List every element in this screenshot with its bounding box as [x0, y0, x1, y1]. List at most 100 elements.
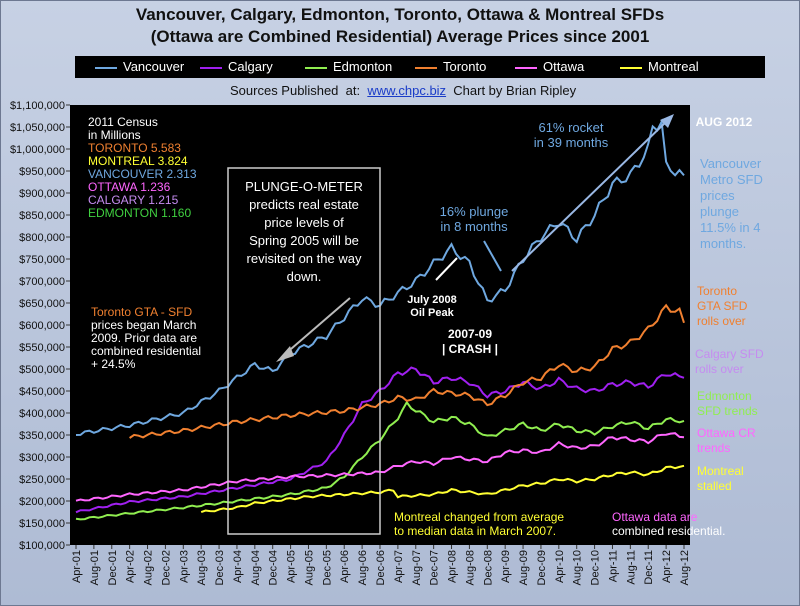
x-tick-label: Aug-11	[625, 550, 637, 585]
legend-swatch	[95, 66, 117, 69]
montreal-note: Montreal changed from average to median d…	[394, 510, 564, 538]
series-line-montreal	[200, 464, 685, 514]
legend-item-ottawa: Ottawa	[515, 56, 584, 78]
legend-item-vancouver: Vancouver	[95, 56, 184, 78]
y-tick-label: $350,000	[19, 430, 65, 442]
calgary-rolls-note-line: Calgary SFD	[695, 347, 764, 361]
plunge-o-meter-box	[227, 167, 381, 535]
y-tick-label: $100,000	[19, 540, 65, 552]
y-tick-label: $400,000	[19, 408, 65, 420]
y-tick-label: $200,000	[19, 496, 65, 508]
x-tick-label: Dec-02	[160, 550, 172, 585]
plunge16-note-line: in 8 months	[440, 219, 508, 234]
x-tick-label: Dec-11	[643, 550, 655, 585]
title-line-1: Vancouver, Calgary, Edmonton, Toronto, O…	[135, 5, 665, 24]
legend-swatch	[515, 66, 537, 69]
legend-label: Edmonton	[333, 59, 393, 74]
legend-swatch	[620, 66, 642, 69]
oil-peak-arrow	[435, 257, 458, 281]
x-tick-label: Dec-05	[321, 550, 333, 585]
x-tick-label: Dec-06	[375, 550, 387, 585]
x-tick-label: Apr-03	[178, 550, 190, 583]
plunge16-note: 16% plunge in 8 months	[440, 204, 509, 234]
montreal-stalled-note: Montreal stalled	[697, 464, 744, 493]
y-tick-label: $850,000	[19, 210, 65, 222]
y-tick-label: $950,000	[19, 166, 65, 178]
y-tick-label: $300,000	[19, 452, 65, 464]
y-tick-label: $150,000	[19, 518, 65, 530]
x-tick-label: Apr-10	[554, 550, 566, 583]
x-tick-label: Dec-10	[590, 550, 602, 585]
y-tick-label: $750,000	[19, 254, 65, 266]
plunge-o-meter-text-line: Spring 2005 will be	[249, 233, 359, 248]
toronto-note: Toronto GTA - SFD prices began March 2009.…	[91, 305, 201, 371]
census-note: 2011 Census in Millions TORONTO 5.583 MONTR…	[88, 115, 197, 220]
toronto-rolls-note: Toronto GTA SFD rolls over	[697, 284, 748, 328]
x-tick-label: Aug-06	[357, 550, 369, 585]
crash-note-line: | CRASH |	[442, 342, 498, 356]
legend-swatch	[415, 66, 437, 69]
toronto-rolls-note-line: rolls over	[697, 314, 746, 328]
montreal-note-line: Montreal changed from average	[394, 510, 564, 524]
x-tick-label: Aug-03	[196, 550, 208, 585]
crash-note-line: 2007-09	[448, 327, 492, 341]
sources-prefix: Sources Published at:	[230, 83, 368, 98]
ottawa-note-line: combined residential.	[612, 524, 725, 538]
toronto-note-line: combined residential	[91, 344, 201, 358]
x-tick-label: Apr-12	[661, 550, 673, 583]
y-tick-label: $250,000	[19, 474, 65, 486]
montreal-stalled-note-line: Montreal	[697, 464, 744, 478]
aug2012-label-line: AUG 2012	[696, 115, 753, 129]
toronto-note-line: Toronto GTA - SFD	[91, 305, 192, 319]
plunge-o-meter-text-line: price levels of	[264, 215, 344, 230]
x-tick-label: Dec-07	[429, 550, 441, 585]
x-tick-label: Apr-06	[339, 550, 351, 583]
x-tick-label: Dec-03	[214, 550, 226, 585]
crash-note: 2007-09 | CRASH |	[442, 327, 498, 356]
vancouver-note-line: Metro SFD	[700, 172, 763, 187]
calgary-rolls-note-line: rolls over	[695, 362, 744, 376]
vancouver-note: Vancouver Metro SFD prices plunge 11.5% in 4…	[700, 156, 763, 251]
census-note-line: EDMONTON 1.160	[88, 206, 191, 220]
census-note-line: VANCOUVER 2.313	[88, 167, 197, 181]
y-tick-label: $1,000,000	[10, 144, 65, 156]
plunge-o-meter-text-line: revisited on the way	[247, 251, 362, 266]
x-tick-label: Aug-05	[303, 550, 315, 585]
rocket61-note-line: in 39 months	[534, 135, 609, 150]
legend-item-edmonton: Edmonton	[305, 56, 392, 78]
x-tick-label: Apr-09	[500, 550, 512, 583]
ottawa-trends-note: Ottawa CR trends	[697, 426, 756, 455]
x-tick-label: Aug-02	[143, 550, 155, 585]
legend-label: Calgary	[228, 59, 273, 74]
census-note-line: MONTREAL 3.824	[88, 154, 188, 168]
toronto-note-line: prices began March	[91, 318, 196, 332]
plunge-o-meter-text-line: predicts real estate	[249, 197, 359, 212]
vancouver-note-line: Vancouver	[700, 156, 762, 171]
ottawa-note: Ottawa data are combined residential.	[612, 510, 725, 538]
plunge-o-meter-text: PLUNGE-O-METER predicts real estate price …	[245, 179, 363, 284]
calgary-rolls-note: Calgary SFD rolls over	[695, 347, 764, 376]
legend-label: Vancouver	[123, 59, 185, 74]
x-tick-label: Dec-08	[482, 550, 494, 585]
y-tick-label: $1,100,000	[10, 100, 65, 112]
legend-item-montreal: Montreal	[620, 56, 699, 78]
plunge-o-meter-text-line: PLUNGE-O-METER	[245, 179, 363, 194]
sources-line: Sources Published at: www.chpc.biz Chart…	[230, 83, 576, 98]
series-line-toronto	[129, 303, 685, 439]
census-note-line: in Millions	[88, 128, 141, 142]
census-note-line: TORONTO 5.583	[88, 141, 181, 155]
x-tick-label: Apr-11	[607, 550, 619, 582]
sources-link[interactable]: www.chpc.biz	[367, 83, 447, 98]
oil-peak-note: July 2008 Oil Peak	[407, 294, 457, 319]
legend: Vancouver Calgary Edmonton Toronto Ottawa Mon…	[75, 56, 765, 78]
x-tick-label: Dec-04	[268, 550, 280, 585]
y-tick-label: $650,000	[19, 298, 65, 310]
vancouver-note-line: 11.5% in 4	[700, 220, 760, 235]
montreal-note-line: to median data in March 2007.	[394, 524, 556, 538]
x-tick-label: Apr-05	[286, 550, 298, 583]
x-tick-label: Apr-07	[393, 550, 405, 583]
x-tick-label: Dec-01	[107, 550, 119, 585]
y-tick-label: $900,000	[19, 188, 65, 200]
rocket61-note: 61% rocket in 39 months	[534, 120, 609, 150]
plunge-arrow-head	[276, 346, 294, 362]
